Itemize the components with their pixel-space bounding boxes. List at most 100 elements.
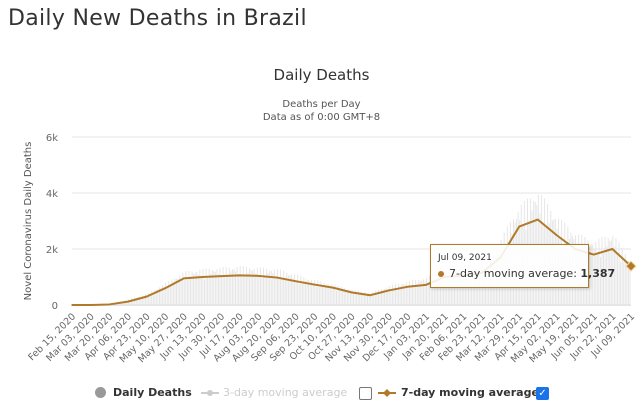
legend-item-3day-average[interactable]: 3-day moving average [201,386,347,399]
chart-subtitle-line2: Data as of 0:00 GMT+8 [262,112,381,123]
daily-deaths-bar [196,271,198,305]
daily-deaths-bar [207,276,209,305]
daily-deaths-bar [138,296,140,305]
daily-deaths-bar [595,241,597,305]
daily-deaths-bar [441,274,443,305]
daily-deaths-bar [151,291,153,305]
daily-deaths-bar [343,288,345,305]
daily-deaths-bar [337,285,339,305]
daily-deaths-bar [615,238,617,305]
daily-deaths-bar [166,288,168,305]
daily-deaths-bar [399,286,401,305]
daily-deaths-bar [394,284,396,305]
daily-deaths-bar [430,283,432,305]
daily-deaths-bar [149,295,151,305]
daily-deaths-bar [620,262,622,305]
daily-deaths-bar [381,289,383,305]
legend-label: 7-day moving average [401,386,539,399]
seven-day-average-point [425,284,427,286]
daily-deaths-bar [345,289,347,305]
daily-deaths-bar [589,246,591,305]
daily-deaths-bar [222,267,224,305]
daily-deaths-bar [197,274,199,305]
daily-deaths-bar [227,274,229,305]
checkbox-3day-average[interactable] [359,387,372,400]
seven-day-average-point [406,286,409,288]
daily-deaths-bar [329,286,331,305]
daily-deaths-bar [429,275,431,305]
daily-deaths-bar [408,281,410,305]
seven-day-average-point [164,287,166,290]
daily-deaths-bar [134,297,136,305]
daily-deaths-bar [213,271,215,305]
daily-deaths-bar [412,280,414,305]
daily-deaths-bar [427,282,429,305]
daily-deaths-bar [320,281,322,305]
legend-item-daily-deaths[interactable]: Daily Deaths [95,386,192,399]
daily-deaths-bar [152,292,154,305]
tooltip-series-dot-icon [438,271,444,277]
daily-deaths-bar [303,277,305,305]
daily-deaths-bar [401,284,403,305]
daily-deaths-bar [325,284,327,305]
daily-deaths-bar [593,249,595,305]
daily-deaths-bar [191,271,193,305]
daily-deaths-bar [398,283,400,305]
daily-deaths-bar [438,273,440,305]
daily-deaths-bar [360,291,362,305]
daily-deaths-bar [604,236,606,305]
daily-deaths-bar [447,277,449,305]
daily-deaths-bar [255,273,257,305]
daily-deaths-bar [216,269,218,305]
daily-deaths-bar [221,276,223,305]
daily-deaths-bar [286,272,288,305]
daily-deaths-bar [362,293,364,305]
daily-deaths-bar [162,284,164,305]
daily-deaths-bar [461,271,463,305]
daily-deaths-bar [349,291,351,305]
daily-deaths-bar [301,282,303,305]
daily-deaths-bar [603,252,605,305]
seven-day-average-point [350,291,353,294]
daily-deaths-bar [359,293,361,305]
daily-deaths-bar [624,254,626,305]
daily-deaths-bar [294,274,296,305]
seven-day-average-point [238,274,241,277]
daily-deaths-bar [270,271,272,305]
tooltip-row: 7-day moving average: 1,387 [438,267,615,280]
daily-deaths-bar [424,281,426,305]
daily-deaths-bar [259,267,261,305]
highlighted-point-marker [625,260,637,272]
daily-deaths-bar [183,280,185,305]
daily-deaths-bar [340,286,342,305]
daily-deaths-bar [467,276,469,305]
daily-deaths-bar [249,268,251,305]
daily-deaths-bar [612,235,614,305]
checkbox-7day-average[interactable]: ✓ [536,387,549,400]
daily-deaths-bar [190,276,192,305]
page-title: Daily New Deaths in Brazil [8,6,307,31]
daily-deaths-bar [275,275,277,305]
daily-deaths-bar [590,244,592,305]
daily-deaths-bar [276,268,278,305]
daily-deaths-bar [244,275,246,305]
seven-day-average-point [201,276,204,278]
daily-deaths-bar [168,280,170,305]
daily-deaths-bar [335,290,337,305]
seven-day-average-point [127,300,129,303]
daily-deaths-bar [217,274,219,305]
daily-deaths-bar [405,282,407,305]
daily-deaths-bar [312,284,314,305]
daily-deaths-bar [413,286,415,305]
daily-deaths-bar [290,274,292,305]
y-tick-label: 4k [46,189,58,200]
seven-day-average-point [294,280,297,283]
daily-deaths-bar [363,292,365,305]
daily-deaths-bar [610,240,612,305]
daily-deaths-bar [317,280,319,305]
daily-deaths-bar [283,270,285,305]
daily-deaths-bar [208,268,210,305]
daily-deaths-bar [238,274,240,305]
legend-item-7day-average[interactable]: 7-day moving average [378,386,539,399]
